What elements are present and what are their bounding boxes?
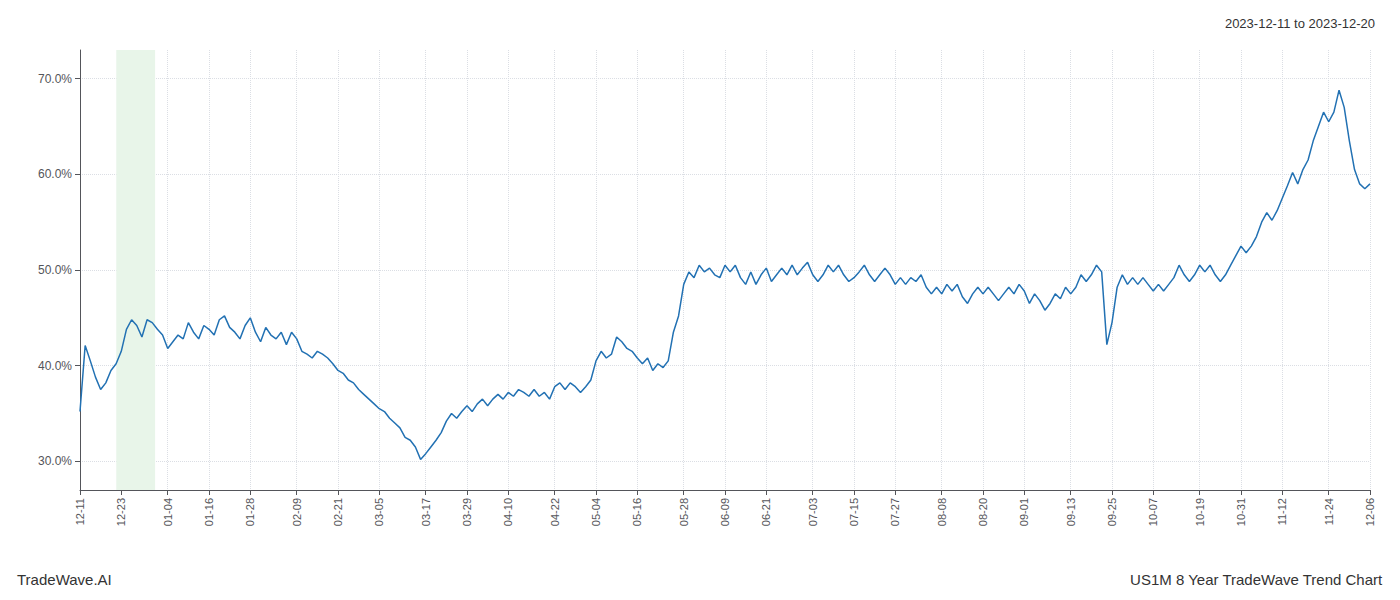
- svg-text:03-29: 03-29: [461, 498, 473, 526]
- svg-text:07-03: 07-03: [807, 498, 819, 526]
- svg-text:10-07: 10-07: [1147, 498, 1159, 526]
- svg-text:05-04: 05-04: [590, 498, 602, 526]
- svg-text:06-09: 06-09: [719, 498, 731, 526]
- svg-text:40.0%: 40.0%: [38, 359, 72, 373]
- svg-text:03-17: 03-17: [420, 498, 432, 526]
- svg-text:70.0%: 70.0%: [38, 72, 72, 86]
- svg-text:11-24: 11-24: [1323, 498, 1335, 525]
- svg-text:01-28: 01-28: [244, 498, 256, 526]
- svg-text:08-20: 08-20: [977, 498, 989, 526]
- svg-text:12-06: 12-06: [1364, 498, 1376, 526]
- svg-text:01-04: 01-04: [162, 498, 174, 526]
- svg-text:08-08: 08-08: [936, 498, 948, 526]
- svg-text:60.0%: 60.0%: [38, 167, 72, 181]
- svg-text:12-23: 12-23: [115, 498, 127, 526]
- svg-text:TradeWave.AI: TradeWave.AI: [17, 571, 112, 588]
- svg-text:04-22: 04-22: [549, 498, 561, 526]
- svg-text:05-28: 05-28: [678, 498, 690, 526]
- svg-text:50.0%: 50.0%: [38, 263, 72, 277]
- svg-text:12-11: 12-11: [74, 498, 86, 525]
- svg-text:03-05: 03-05: [373, 498, 385, 526]
- svg-text:09-01: 09-01: [1018, 498, 1030, 526]
- svg-text:05-16: 05-16: [631, 498, 643, 526]
- svg-text:02-09: 02-09: [291, 498, 303, 526]
- svg-text:04-10: 04-10: [502, 498, 514, 526]
- svg-text:2023-12-11 to 2023-12-20: 2023-12-11 to 2023-12-20: [1225, 16, 1375, 31]
- svg-text:10-19: 10-19: [1194, 498, 1206, 526]
- svg-text:02-21: 02-21: [332, 498, 344, 526]
- svg-text:09-25: 09-25: [1106, 498, 1118, 526]
- svg-text:US1M 8 Year TradeWave Trend Ch: US1M 8 Year TradeWave Trend Chart: [1130, 571, 1383, 588]
- svg-text:01-16: 01-16: [203, 498, 215, 526]
- svg-text:11-12: 11-12: [1276, 498, 1288, 525]
- svg-text:10-31: 10-31: [1235, 498, 1247, 526]
- svg-text:06-21: 06-21: [760, 498, 772, 526]
- svg-text:09-13: 09-13: [1065, 498, 1077, 526]
- svg-text:07-15: 07-15: [848, 498, 860, 526]
- svg-text:07-27: 07-27: [889, 498, 901, 526]
- svg-text:30.0%: 30.0%: [38, 454, 72, 468]
